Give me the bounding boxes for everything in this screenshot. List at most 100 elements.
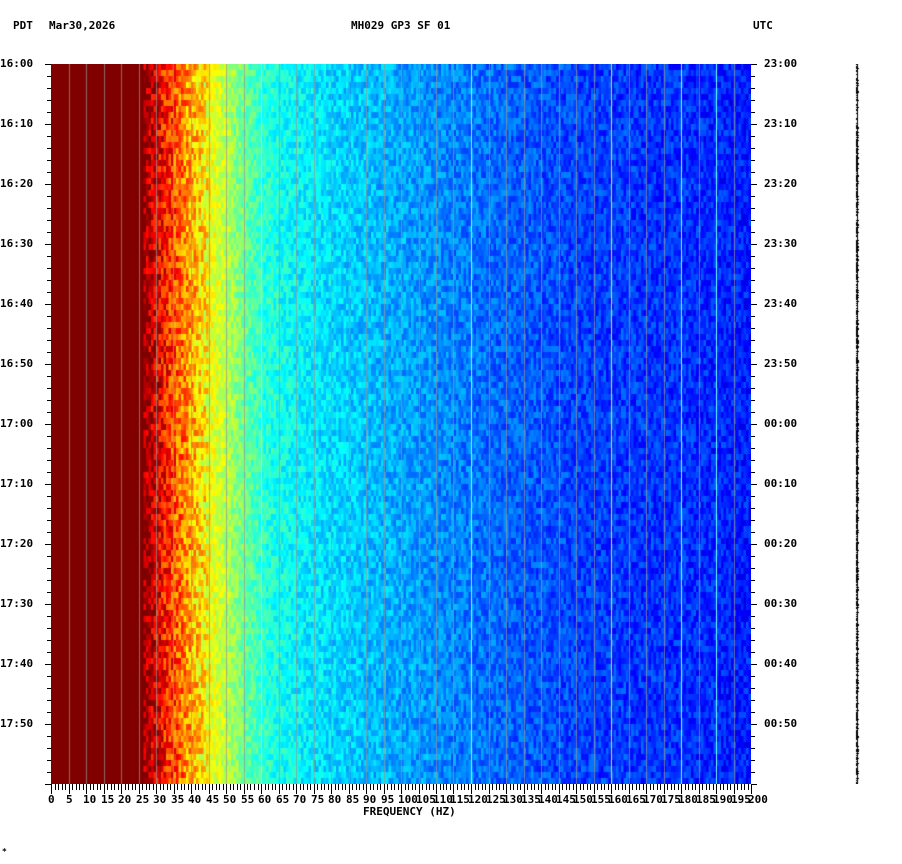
x-tick bbox=[583, 784, 584, 790]
x-tick bbox=[443, 784, 444, 790]
x-tick bbox=[335, 784, 336, 790]
x-tick bbox=[657, 784, 658, 790]
y-tick-right bbox=[751, 772, 755, 773]
y-tick-label-left: 17:50 bbox=[0, 717, 34, 730]
y-tick-label-right: 23:00 bbox=[764, 57, 798, 70]
x-tick bbox=[629, 784, 630, 794]
x-tick bbox=[426, 784, 427, 790]
y-tick-label-right: 23:50 bbox=[764, 357, 798, 370]
station-title: MH029 GP3 SF 01 bbox=[351, 19, 451, 32]
x-tick-label: 120 bbox=[468, 793, 488, 806]
x-tick bbox=[415, 784, 416, 790]
y-tick-label-left: 16:40 bbox=[0, 297, 34, 310]
x-tick-label: 140 bbox=[538, 793, 558, 806]
x-tick bbox=[331, 784, 332, 794]
y-tick-left bbox=[47, 280, 51, 281]
x-tick bbox=[69, 784, 70, 794]
x-tick bbox=[489, 784, 490, 794]
x-tick bbox=[548, 784, 549, 790]
x-tick bbox=[128, 784, 129, 790]
y-tick-left bbox=[47, 76, 51, 77]
y-tick-left bbox=[47, 136, 51, 137]
y-tick-left bbox=[47, 676, 51, 677]
y-tick-right bbox=[751, 172, 755, 173]
y-tick-right bbox=[751, 148, 755, 149]
x-tick bbox=[244, 784, 245, 794]
x-tick bbox=[394, 784, 395, 790]
x-tick bbox=[678, 784, 679, 790]
x-tick bbox=[562, 784, 563, 790]
y-tick-right bbox=[751, 76, 755, 77]
y-tick-left bbox=[47, 292, 51, 293]
y-tick-left bbox=[45, 544, 51, 545]
x-tick bbox=[100, 784, 101, 790]
x-tick bbox=[363, 784, 364, 790]
y-tick-left bbox=[47, 412, 51, 413]
x-tick bbox=[83, 784, 84, 790]
x-tick bbox=[370, 784, 371, 790]
x-tick bbox=[639, 784, 640, 790]
x-tick bbox=[499, 784, 500, 790]
x-tick bbox=[359, 784, 360, 790]
y-tick-right bbox=[751, 544, 757, 545]
y-tick-right bbox=[751, 760, 755, 761]
y-tick-left bbox=[47, 220, 51, 221]
x-tick bbox=[62, 784, 63, 790]
y-tick-right bbox=[751, 724, 757, 725]
x-tick bbox=[531, 784, 532, 790]
x-tick bbox=[247, 784, 248, 790]
x-tick-label: 200 bbox=[748, 793, 768, 806]
x-tick bbox=[345, 784, 346, 790]
x-tick-label: 115 bbox=[450, 793, 470, 806]
x-tick bbox=[391, 784, 392, 790]
x-tick bbox=[601, 784, 602, 790]
x-tick-label: 35 bbox=[171, 793, 185, 806]
x-tick bbox=[580, 784, 581, 790]
x-tick bbox=[272, 784, 273, 790]
y-tick-label-right: 00:50 bbox=[764, 717, 798, 730]
x-tick-label: 50 bbox=[223, 793, 237, 806]
y-tick-left bbox=[45, 724, 51, 725]
x-tick bbox=[384, 784, 385, 794]
x-tick-label: 105 bbox=[416, 793, 436, 806]
x-tick bbox=[478, 784, 479, 790]
x-tick bbox=[482, 784, 483, 790]
y-tick-right bbox=[751, 496, 755, 497]
x-tick bbox=[146, 784, 147, 790]
x-tick bbox=[352, 784, 353, 790]
x-tick bbox=[440, 784, 441, 790]
x-tick-label: 85 bbox=[346, 793, 360, 806]
x-tick bbox=[240, 784, 241, 790]
y-tick-left bbox=[47, 688, 51, 689]
y-tick-label-right: 23:30 bbox=[764, 237, 798, 250]
x-tick bbox=[734, 784, 735, 794]
y-tick-left bbox=[45, 364, 51, 365]
x-tick-label: 180 bbox=[678, 793, 698, 806]
y-tick-left bbox=[47, 568, 51, 569]
x-tick bbox=[730, 784, 731, 790]
x-tick bbox=[254, 784, 255, 790]
x-tick bbox=[86, 784, 87, 794]
y-tick-left bbox=[47, 148, 51, 149]
y-tick-right bbox=[751, 628, 755, 629]
x-tick bbox=[268, 784, 269, 790]
y-tick-right bbox=[751, 64, 757, 65]
x-tick bbox=[65, 784, 66, 790]
y-tick-left bbox=[47, 616, 51, 617]
y-tick-label-left: 17:40 bbox=[0, 657, 34, 670]
y-tick-right bbox=[751, 424, 757, 425]
x-tick-label: 20 bbox=[118, 793, 132, 806]
y-tick-right bbox=[751, 688, 755, 689]
x-tick bbox=[457, 784, 458, 790]
x-tick bbox=[748, 784, 749, 790]
x-tick bbox=[191, 784, 192, 794]
x-tick bbox=[569, 784, 570, 790]
y-tick-left bbox=[47, 88, 51, 89]
y-tick-right bbox=[751, 364, 757, 365]
y-tick-label-left: 16:30 bbox=[0, 237, 34, 250]
x-tick-label: 185 bbox=[696, 793, 716, 806]
y-tick-label-right: 23:10 bbox=[764, 117, 798, 130]
x-tick bbox=[107, 784, 108, 790]
x-tick bbox=[534, 784, 535, 790]
y-tick-label-left: 17:10 bbox=[0, 477, 34, 490]
